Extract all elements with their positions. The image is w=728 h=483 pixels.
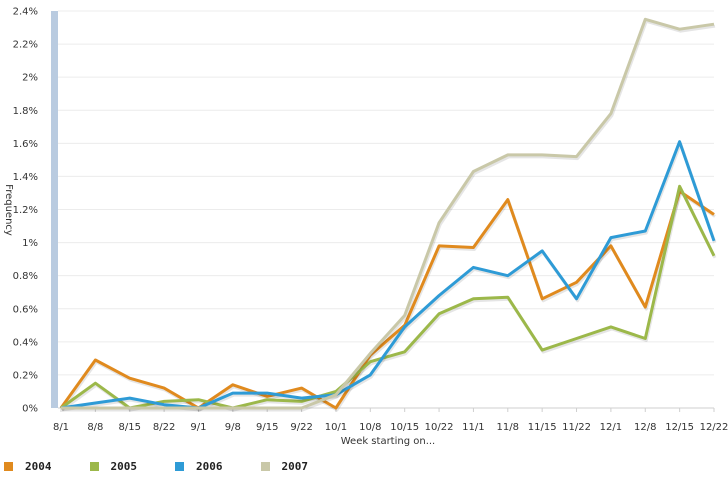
y-tick-labels: 0% 0.2% 0.4% 0.6% 0.8% 1% 1.2% 1.4% 1.6% 1.8% 2% 2.… <box>13 7 38 415</box>
x-tick-label: 8/15 <box>119 422 141 433</box>
x-tick-label: 12/1 <box>600 422 622 433</box>
y-tick-label: 1.2% <box>13 205 38 216</box>
y-tick-label: 1.4% <box>13 172 38 183</box>
x-axis-label: Week starting on... <box>341 436 436 447</box>
x-tick-label: 12/15 <box>665 422 694 433</box>
legend-swatch-2006 <box>175 461 184 471</box>
y-tick-label: 0.2% <box>13 370 38 381</box>
legend-label-2004: 2004 <box>25 459 52 473</box>
x-tick-label: 9/15 <box>256 422 278 433</box>
x-tick-label: 11/8 <box>497 422 519 433</box>
x-tick-label: 10/8 <box>359 422 381 433</box>
legend-label-2007: 2007 <box>281 459 309 473</box>
y-axis-bar <box>51 11 58 408</box>
series-line-2005 <box>60 184 716 410</box>
x-tick-label: 12/22 <box>700 422 728 433</box>
y-tick-label: 2.4% <box>13 7 38 18</box>
legend-swatch-2005 <box>89 461 99 471</box>
x-tick-label: 9/1 <box>190 422 206 433</box>
x-tick-label: 12/8 <box>634 422 656 433</box>
series-line-2007 <box>61 17 715 410</box>
legend-item-2007[interactable]: 2007 <box>260 459 309 473</box>
legend-label-2006: 2006 <box>196 459 223 473</box>
y-tick-label: 0.4% <box>13 337 38 348</box>
legend-item-2005[interactable]: 2005 <box>89 459 138 473</box>
series-shadow-2006 <box>61 142 717 412</box>
x-tick-labels: 8/1 8/8 8/15 8/22 9/1 9/8 9/15 9/22 10/1 10/8 10/1… <box>53 408 728 433</box>
legend-label-2005: 2005 <box>110 459 138 473</box>
x-tick-label: 9/22 <box>290 422 312 433</box>
legend: 2004 2005 2006 2007 <box>4 459 346 473</box>
x-tick-label: 10/1 <box>325 422 347 433</box>
y-tick-label: 1% <box>22 238 38 249</box>
series-lines <box>59 17 717 412</box>
x-tick-label: 8/8 <box>87 422 103 433</box>
y-tick-label: 0% <box>22 404 38 415</box>
series-line-2004 <box>59 189 715 410</box>
y-tick-label: 1.6% <box>13 139 38 150</box>
y-axis-label: Frequency <box>3 184 14 236</box>
x-tick-label: 11/1 <box>462 422 484 433</box>
y-tick-label: 0.6% <box>13 304 38 315</box>
gridlines <box>58 10 714 409</box>
x-tick-label: 8/1 <box>53 422 69 433</box>
series-line-2006 <box>60 140 716 410</box>
x-tick-label: 11/22 <box>562 422 591 433</box>
y-tick-label: 2% <box>22 73 38 84</box>
legend-swatch-2007 <box>260 461 270 471</box>
y-tick-label: 1.8% <box>13 106 38 117</box>
legend-item-2006[interactable]: 2006 <box>175 460 223 473</box>
x-tick-label: 9/8 <box>225 422 241 433</box>
x-tick-label: 8/22 <box>153 422 175 433</box>
series-shadow-2005 <box>61 186 717 412</box>
series-shadow-2007 <box>62 19 716 412</box>
series-shadow-2004 <box>60 191 716 412</box>
legend-item-2004[interactable]: 2004 <box>4 460 52 473</box>
x-tick-label: 10/15 <box>390 422 419 433</box>
legend-swatch-2004 <box>4 461 13 471</box>
x-tick-label: 10/22 <box>425 422 454 433</box>
x-tick-label: 11/15 <box>528 422 557 433</box>
y-tick-label: 2.2% <box>13 40 38 51</box>
y-tick-label: 0.8% <box>13 271 38 282</box>
line-chart: 0% 0.2% 0.4% 0.6% 0.8% 1% 1.2% 1.4% 1.6% 1.8% 2% 2.… <box>3 7 728 448</box>
